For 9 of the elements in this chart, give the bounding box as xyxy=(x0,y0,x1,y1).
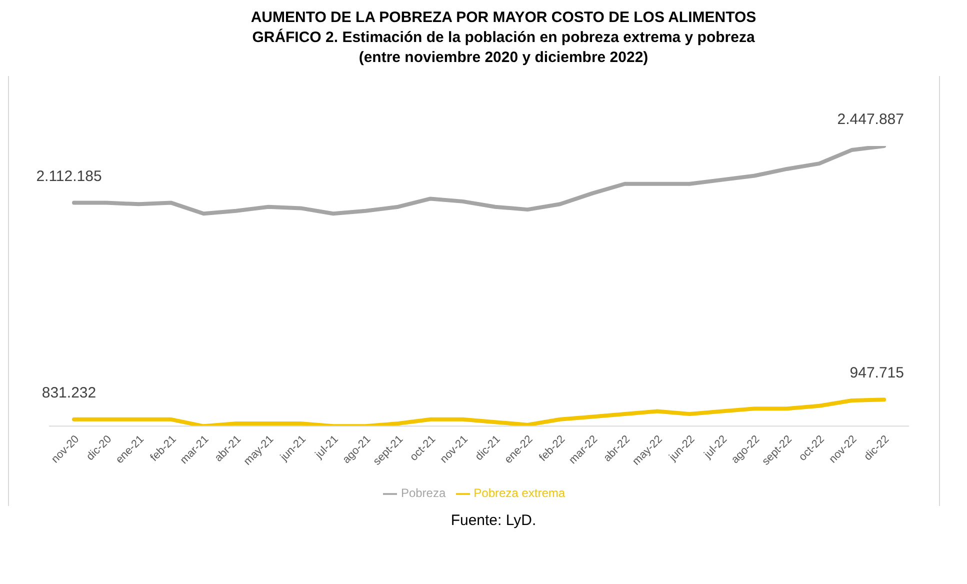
data-label: 947.715 xyxy=(850,364,904,382)
source-note: Fuente: LyD. xyxy=(450,512,538,529)
legend-label: Pobreza extrema xyxy=(474,486,566,500)
chart-title: AUMENTO DE LA POBREZA POR MAYOR COSTO DE LOS ALIMENTOS xyxy=(250,8,758,28)
legend-label: Pobreza xyxy=(400,486,446,500)
data-label: 2.447.887 xyxy=(837,111,904,128)
chart-subtitle: GRÁFICO 2. Estimación de la población en pobreza extrema y pobreza (entre noviembre 2020 y diciembre 2022) xyxy=(251,28,756,68)
data-label: 831.232 xyxy=(42,384,96,402)
data-label: 2.112.185 xyxy=(36,168,102,185)
